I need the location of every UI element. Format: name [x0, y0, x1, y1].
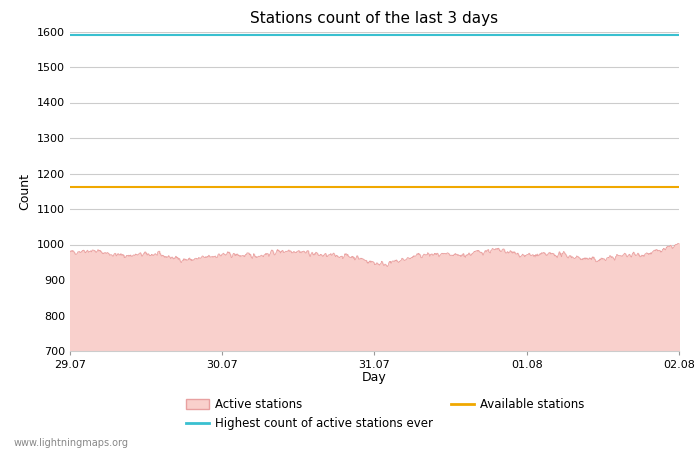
- X-axis label: Day: Day: [362, 371, 387, 384]
- Text: www.lightningmaps.org: www.lightningmaps.org: [14, 437, 129, 447]
- Y-axis label: Count: Count: [18, 173, 32, 210]
- Legend: Active stations, Highest count of active stations ever, Available stations: Active stations, Highest count of active…: [186, 398, 584, 430]
- Title: Stations count of the last 3 days: Stations count of the last 3 days: [251, 11, 498, 26]
